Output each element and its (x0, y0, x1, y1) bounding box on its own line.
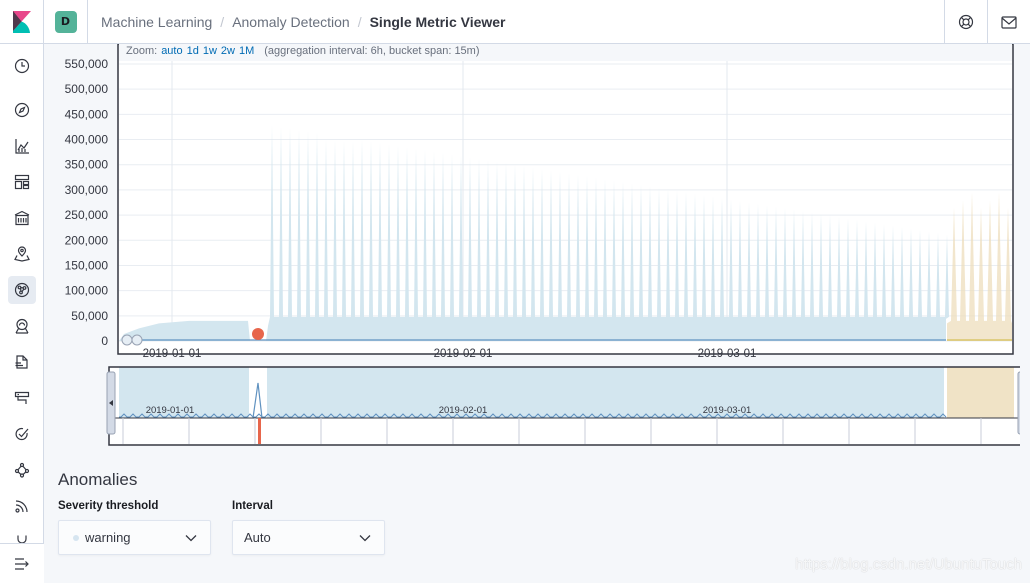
y-tick-label: 250,000 (65, 208, 109, 222)
x-tick-label: 2019-02-01 (434, 348, 493, 360)
series-start-marker (121, 334, 133, 346)
context-gap (249, 367, 267, 418)
graph-icon (14, 462, 30, 478)
chevron-left-icon (109, 400, 113, 406)
forecast-area (947, 192, 1012, 341)
nav-visualize[interactable] (8, 132, 36, 160)
context-forecast-area (947, 367, 1014, 418)
y-tick-label: 0 (101, 334, 108, 348)
context-tick-label: 2019-03-01 (703, 405, 752, 416)
actual-value-area (119, 124, 949, 341)
uptime-icon (15, 427, 29, 441)
space-avatar: D (54, 10, 77, 33)
chevron-down-icon (359, 535, 371, 542)
context-tick-label: 2019-02-01 (439, 405, 488, 416)
breadcrumb: Machine Learning / Anomaly Detection / S… (101, 13, 506, 30)
nav-machine-learning[interactable] (8, 276, 36, 304)
mail-icon (1001, 15, 1017, 29)
apm-icon (15, 500, 28, 513)
focus-chart[interactable]: 550,000 500,000 450,000 400,000 350,000 300,0… (58, 44, 1020, 449)
y-tick-label: 550,000 (65, 57, 109, 71)
infrastructure-icon (14, 391, 30, 404)
side-nav (0, 44, 44, 583)
series-start-marker (131, 334, 143, 346)
kibana-logo[interactable] (0, 0, 44, 44)
watermark: https://blog.csdn.net/UbuntuTouch (795, 556, 1022, 573)
y-tick-label: 400,000 (65, 133, 109, 147)
y-tick-label: 200,000 (65, 233, 109, 247)
context-spike (252, 382, 263, 419)
lifebuoy-icon (958, 14, 974, 30)
newsfeed-button[interactable] (987, 0, 1030, 44)
help-button[interactable] (944, 0, 987, 44)
y-tick-label: 350,000 (65, 158, 109, 172)
aggregation-interval-note: (aggregation interval: 6h, bucket span: … (264, 45, 480, 57)
nav-dashboard[interactable] (8, 168, 36, 196)
y-tick-label: 150,000 (65, 258, 109, 272)
dashboard-icon (14, 174, 30, 190)
security-icon (15, 318, 29, 334)
severity-threshold-label: Severity threshold (58, 500, 159, 512)
severity-threshold-select[interactable]: warning (58, 520, 211, 555)
canvas-icon (14, 210, 30, 226)
severity-color-dot (73, 534, 79, 541)
y-tick-label: 500,000 (65, 82, 109, 96)
interval-label: Interval (232, 500, 273, 512)
chart-panel: 550,000 500,000 450,000 400,000 350,000 300,0… (58, 44, 1020, 449)
anomalies-title: Anomalies (58, 470, 138, 489)
map-pin-icon (14, 246, 30, 262)
logs-icon (15, 355, 28, 369)
focus-chart-frame (117, 44, 1014, 355)
chart-icon (15, 139, 29, 154)
chevron-down-icon (185, 535, 197, 542)
breadcrumb-single-metric-viewer: Single Metric Viewer (369, 13, 506, 30)
zoom-label: Zoom: (126, 45, 158, 57)
nav-maps[interactable] (8, 240, 36, 268)
nav-infrastructure[interactable] (8, 384, 36, 412)
nav-canvas[interactable] (8, 204, 36, 232)
interval-select[interactable]: Auto (232, 520, 385, 555)
zoom-1m[interactable]: 1M (238, 45, 255, 57)
interval-value: Auto (244, 530, 271, 545)
zoom-1d[interactable]: 1d (186, 45, 199, 57)
breadcrumb-machine-learning[interactable]: Machine Learning (101, 13, 213, 30)
x-tick-label: 2019-03-01 (698, 348, 757, 360)
space-selector[interactable]: D (44, 0, 88, 44)
nav-expand-button[interactable] (0, 543, 44, 583)
zoom-2w[interactable]: 2w (220, 45, 235, 57)
machine-learning-icon (14, 282, 30, 298)
nav-siem[interactable] (8, 312, 36, 340)
nav-logs[interactable] (8, 348, 36, 376)
top-header: D Machine Learning / Anomaly Detection /… (0, 0, 1030, 44)
anomaly-marker (252, 328, 264, 340)
nav-uptime[interactable] (8, 420, 36, 448)
severity-threshold-value: warning (85, 530, 131, 545)
brush-handle-right[interactable] (1017, 371, 1020, 435)
clock-icon (14, 58, 30, 74)
compass-icon (14, 102, 30, 118)
context-area (119, 367, 944, 418)
zoom-auto[interactable]: auto (161, 45, 183, 57)
y-tick-label: 100,000 (65, 284, 109, 298)
nav-recent[interactable] (8, 52, 36, 80)
zoom-bar: Zoom: auto 1d 1w 2w 1M (aggregation inte… (126, 45, 480, 57)
zoom-bar-bg (119, 44, 1012, 61)
x-tick-label: 2019-01-01 (143, 348, 202, 360)
context-anomaly-marker (258, 418, 261, 444)
nav-apm[interactable] (8, 492, 36, 520)
y-tick-label: 300,000 (65, 183, 109, 197)
breadcrumb-anomaly-detection[interactable]: Anomaly Detection (232, 13, 350, 30)
y-tick-label: 450,000 (65, 107, 109, 121)
nav-graph[interactable] (8, 456, 36, 484)
y-tick-label: 50,000 (71, 309, 108, 323)
zoom-1w[interactable]: 1w (202, 45, 217, 57)
nav-discover[interactable] (8, 96, 36, 124)
context-tick-label: 2019-01-01 (146, 405, 195, 416)
menu-expand-icon (15, 557, 29, 570)
context-line (119, 413, 947, 418)
